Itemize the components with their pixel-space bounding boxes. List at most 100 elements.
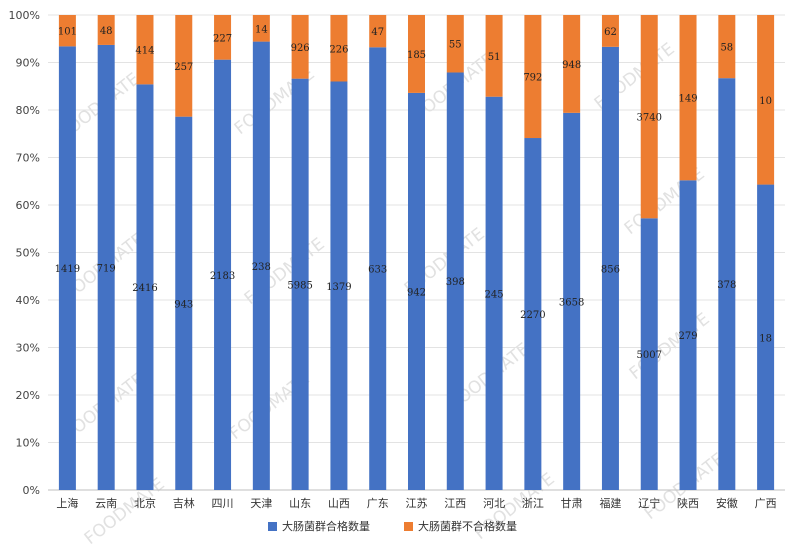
x-tick-label: 辽宁: [638, 496, 660, 510]
data-label-unqualified: 55: [449, 40, 462, 51]
bar-group: 2270 792: [520, 15, 546, 490]
bar-group: 398 55: [446, 15, 465, 490]
bar-group: 942 185: [407, 15, 426, 491]
data-label-qualified: 1379: [326, 282, 351, 293]
y-tick-label: 30%: [16, 342, 40, 355]
bar-qualified: [718, 78, 736, 491]
bar-unqualified: [718, 15, 736, 79]
bar-qualified: [446, 72, 464, 490]
bar-qualified: [563, 112, 581, 490]
x-tick-label: 山东: [289, 497, 311, 510]
bar-qualified: [58, 46, 76, 490]
data-label-qualified: 398: [446, 277, 465, 288]
bar-qualified: [485, 96, 503, 490]
y-tick-label: 40%: [16, 294, 40, 307]
x-tick-label: 云南: [95, 497, 117, 510]
x-tick-label: 广西: [755, 497, 777, 510]
bar-qualified: [214, 59, 232, 491]
legend-swatch: [268, 522, 277, 531]
bar-qualified: [524, 138, 542, 490]
data-label-unqualified: 257: [174, 62, 193, 73]
bar-group: 238 14: [252, 15, 271, 490]
x-tick-label: 广东: [367, 497, 389, 510]
bar-unqualified: [252, 15, 270, 42]
bar-qualified: [369, 47, 387, 491]
data-label-qualified: 378: [717, 280, 736, 291]
bar-group: 719 48: [97, 15, 116, 491]
bar-unqualified: [369, 15, 387, 48]
data-label-unqualified: 10: [759, 96, 772, 107]
bar-qualified: [330, 81, 348, 490]
y-tick-label: 90%: [16, 57, 40, 70]
x-tick-label: 吉林: [173, 496, 195, 510]
data-label-qualified: 719: [97, 263, 116, 274]
bar-qualified: [601, 46, 619, 490]
x-tick-label: 福建: [599, 496, 621, 510]
bar-unqualified: [136, 15, 154, 85]
x-tick-label: 浙江: [522, 497, 544, 510]
data-label-unqualified: 58: [720, 43, 733, 54]
bar-group: 856 62: [601, 15, 620, 490]
data-label-qualified: 18: [759, 333, 772, 344]
y-tick-label: 10%: [16, 437, 40, 450]
x-tick-label: 江西: [444, 497, 466, 510]
bar-group: 633 47: [368, 15, 387, 491]
data-label-unqualified: 926: [291, 43, 310, 54]
bar-qualified: [408, 92, 425, 491]
y-tick-label: 50%: [16, 247, 40, 260]
data-label-qualified: 5985: [287, 280, 312, 291]
bar-unqualified: [408, 15, 425, 93]
data-label-unqualified: 226: [329, 44, 348, 55]
bar-group: 2183 227: [210, 15, 235, 491]
bar-group: 3658 948: [559, 15, 584, 490]
data-label-qualified: 279: [678, 331, 697, 342]
bar-qualified: [136, 84, 154, 490]
bar-qualified: [252, 41, 270, 490]
x-tick-label: 天津: [250, 497, 272, 510]
watermark-text: FOODMATE: [81, 474, 169, 549]
legend-label: 大肠菌群不合格数量: [418, 519, 517, 533]
x-tick-label: 四川: [212, 497, 234, 510]
x-tick-label: 江苏: [406, 497, 428, 510]
data-label-qualified: 856: [601, 264, 620, 275]
bar-unqualified: [524, 15, 542, 139]
data-label-qualified: 5007: [637, 350, 662, 361]
bar-qualified: [757, 184, 775, 490]
data-label-qualified: 2270: [520, 310, 545, 321]
x-tick-label: 上海: [56, 496, 78, 510]
data-label-unqualified: 185: [407, 50, 426, 61]
legend-swatch: [404, 522, 413, 531]
x-tick-label: 安徽: [716, 496, 738, 510]
bar-unqualified: [175, 15, 193, 117]
x-tick-label: 山西: [328, 497, 350, 510]
bar-unqualified: [58, 15, 76, 47]
data-label-unqualified: 792: [523, 73, 542, 84]
bar-unqualified: [757, 15, 775, 185]
data-label-qualified: 943: [174, 299, 193, 310]
data-label-qualified: 1419: [55, 264, 80, 275]
data-label-unqualified: 101: [58, 27, 77, 38]
y-tick-label: 20%: [16, 389, 40, 402]
bar-unqualified: [601, 15, 619, 47]
y-tick-label: 80%: [16, 104, 40, 117]
bar-group: 1419 101: [55, 15, 80, 490]
x-tick-label: 北京: [134, 496, 156, 510]
data-label-qualified: 238: [252, 262, 271, 273]
bar-group: 245 51: [485, 15, 504, 490]
bar-unqualified: [291, 15, 309, 79]
bar-qualified: [640, 218, 658, 491]
bar-group: 279 149: [678, 15, 698, 491]
bar-group: 943 257: [174, 15, 193, 491]
data-label-unqualified: 948: [562, 60, 581, 71]
data-label-unqualified: 14: [255, 24, 268, 35]
data-label-qualified: 3658: [559, 297, 584, 308]
bar-qualified: [97, 44, 115, 491]
data-label-qualified: 633: [368, 265, 387, 276]
bar-unqualified: [214, 15, 232, 60]
y-axis: 0% 10% 20% 30% 40% 50% 60% 70% 80% 90% 100%: [9, 9, 40, 497]
bar-unqualified: [330, 15, 348, 82]
y-tick-label: 60%: [16, 199, 40, 212]
bar-unqualified: [446, 15, 464, 73]
